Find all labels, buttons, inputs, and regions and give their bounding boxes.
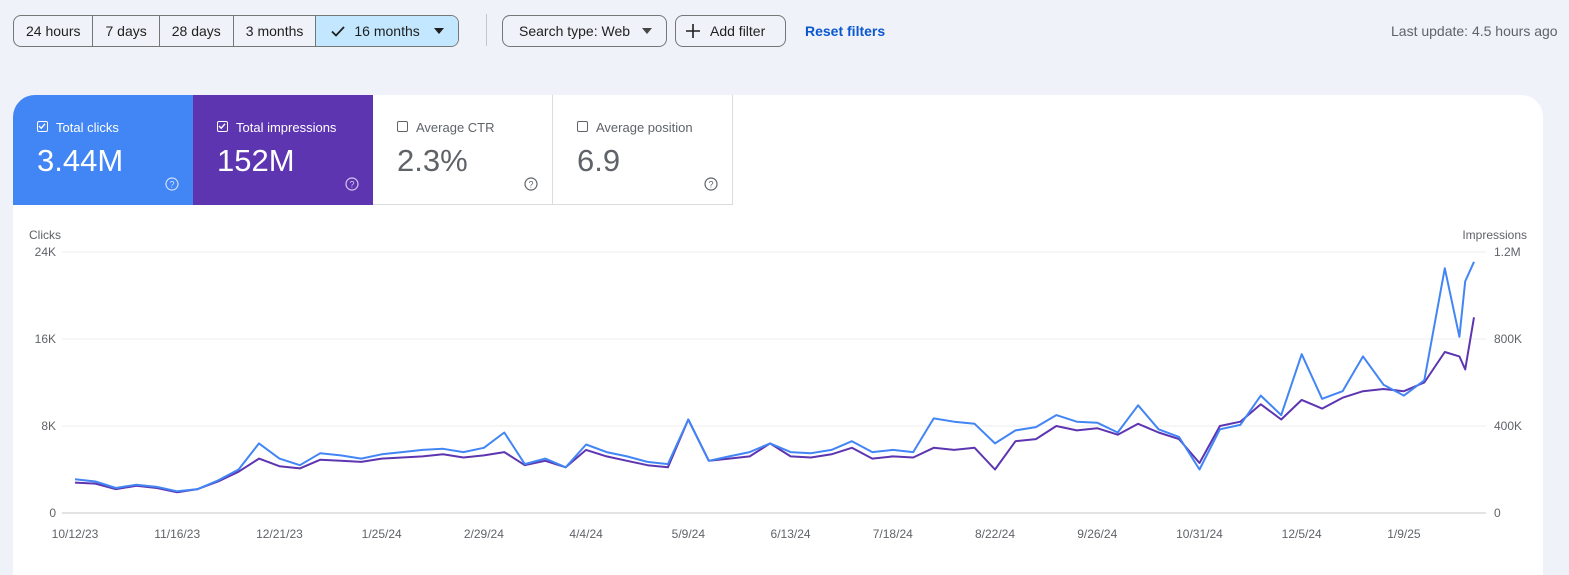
dropdown-arrow-icon	[433, 28, 444, 34]
metric-total-clicks[interactable]: Total clicks 3.44M ?	[13, 95, 193, 205]
checkbox-unchecked-icon[interactable]	[577, 121, 588, 132]
svg-text:?: ?	[528, 179, 533, 189]
help-icon[interactable]: ?	[345, 177, 359, 191]
left-tick-label: 16K	[35, 332, 56, 346]
right-tick-label: 0	[1494, 506, 1501, 520]
impressions-series-line	[74, 317, 1475, 494]
x-tick-label: 1/25/24	[362, 527, 402, 541]
plus-icon	[686, 24, 700, 38]
help-icon[interactable]: ?	[704, 177, 718, 191]
range-16-months-label: 16 months	[354, 23, 420, 39]
right-tick-label: 400K	[1494, 419, 1522, 433]
check-icon	[331, 26, 346, 37]
left-tick-label: 24K	[35, 245, 56, 259]
toolbar-divider	[486, 14, 487, 46]
svg-text:?: ?	[708, 179, 713, 189]
range-16-months[interactable]: 16 months	[316, 16, 458, 46]
metric-value: 6.9	[577, 143, 621, 178]
dropdown-arrow-icon	[642, 28, 653, 34]
left-tick-label: 0	[49, 506, 56, 520]
x-tick-label: 12/5/24	[1282, 527, 1322, 541]
metric-value: 2.3%	[397, 143, 468, 178]
left-tick-label: 8K	[41, 419, 56, 433]
checkbox-checked-icon[interactable]	[217, 121, 228, 132]
x-tick-label: 5/9/24	[672, 527, 706, 541]
range-28-days[interactable]: 28 days	[160, 16, 234, 46]
svg-text:?: ?	[349, 179, 354, 189]
x-tick-label: 4/4/24	[569, 527, 603, 541]
help-icon[interactable]: ?	[165, 177, 179, 191]
x-tick-label: 10/12/23	[52, 527, 99, 541]
metric-label: Average CTR	[416, 120, 495, 135]
x-tick-label: 10/31/24	[1176, 527, 1223, 541]
search-type-dropdown[interactable]: Search type: Web	[502, 15, 667, 47]
metric-average-position[interactable]: Average position 6.9 ?	[553, 95, 733, 205]
clicks-series-line	[74, 261, 1475, 493]
range-7-days[interactable]: 7 days	[93, 16, 160, 46]
x-tick-label: 2/29/24	[464, 527, 504, 541]
right-tick-label: 800K	[1494, 332, 1522, 346]
x-tick-label: 1/9/25	[1387, 527, 1421, 541]
search-type-label: Search type: Web	[519, 23, 631, 39]
x-tick-label: 9/26/24	[1077, 527, 1117, 541]
right-tick-label: 1.2M	[1494, 245, 1521, 259]
x-tick-label: 12/21/23	[256, 527, 303, 541]
x-tick-label: 11/16/23	[154, 527, 200, 541]
metric-value: 152M	[217, 143, 295, 178]
checkbox-unchecked-icon[interactable]	[397, 121, 408, 132]
reset-filters-link[interactable]: Reset filters	[805, 23, 886, 39]
add-filter-label: Add filter	[710, 23, 766, 39]
range-3-months[interactable]: 3 months	[234, 16, 317, 46]
last-update-text: Last update: 4.5 hours ago	[1391, 23, 1558, 39]
metric-label: Total clicks	[56, 120, 119, 135]
left-axis-title: Clicks	[29, 228, 61, 242]
x-tick-label: 6/13/24	[771, 527, 811, 541]
performance-chart: Clicks Impressions 0 0 8K 400K 16K 800K 24K 1.2…	[29, 228, 1527, 541]
help-icon[interactable]: ?	[524, 177, 538, 191]
metric-label: Total impressions	[236, 120, 337, 135]
add-filter-button[interactable]: Add filter	[675, 15, 786, 47]
metric-total-impressions[interactable]: Total impressions 152M ?	[193, 95, 373, 205]
metric-average-ctr[interactable]: Average CTR 2.3% ?	[373, 95, 553, 205]
x-tick-label: 8/22/24	[975, 527, 1015, 541]
range-24-hours[interactable]: 24 hours	[14, 16, 94, 46]
metric-value: 3.44M	[37, 143, 124, 178]
x-tick-label: 7/18/24	[873, 527, 913, 541]
right-axis-title: Impressions	[1462, 228, 1527, 242]
svg-text:?: ?	[169, 179, 174, 189]
metric-label: Average position	[596, 120, 693, 135]
checkbox-checked-icon[interactable]	[37, 121, 48, 132]
filter-toolbar: 24 hours 7 days 28 days 3 months 16 mont…	[0, 0, 1569, 62]
date-range-selector: 24 hours 7 days 28 days 3 months 16 mont…	[13, 15, 459, 47]
